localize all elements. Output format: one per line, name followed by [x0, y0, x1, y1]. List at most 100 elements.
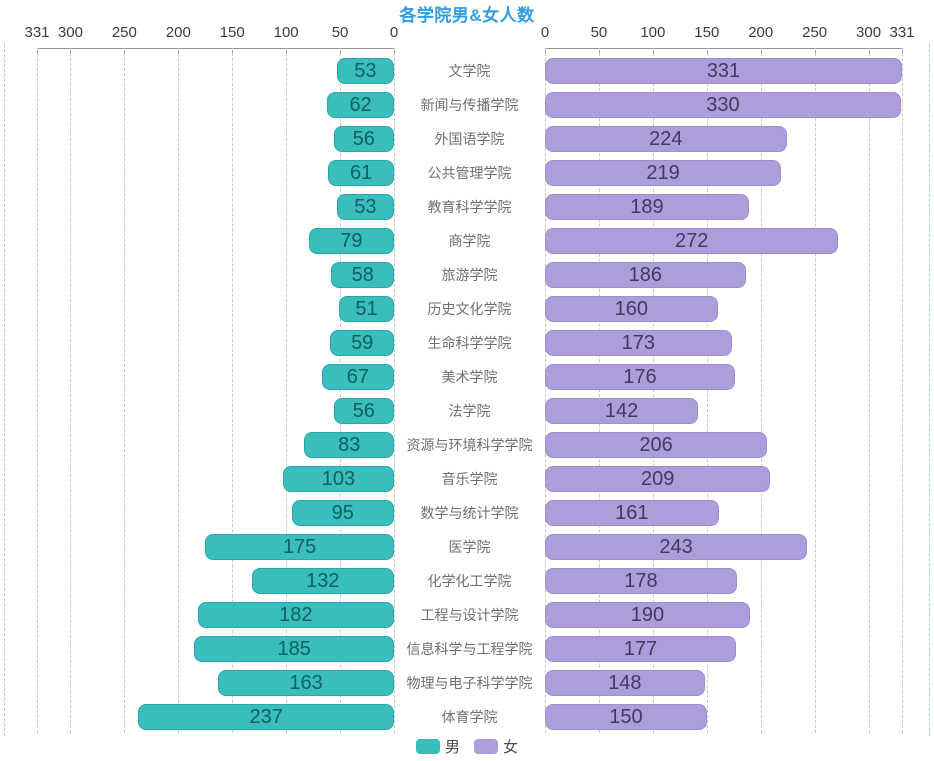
male-bar: 53 [336, 194, 394, 220]
bar-row: 163 [37, 666, 394, 700]
male-bar: 163 [218, 670, 394, 696]
gridline [868, 48, 870, 733]
male-bar-value: 56 [352, 128, 375, 150]
gridline [545, 48, 546, 733]
male-bar-value: 61 [349, 162, 373, 184]
axis-tick-label: 250 [802, 24, 828, 41]
female-bar: 160 [545, 296, 718, 322]
male-bar-value: 83 [338, 434, 361, 456]
male-bar: 79 [308, 228, 394, 254]
male-bar: 103 [282, 466, 394, 492]
male-bar: 185 [194, 636, 394, 662]
male-bar-value: 67 [346, 366, 369, 388]
bar-row: 51 [37, 292, 394, 326]
bar-row: 148 [545, 666, 902, 700]
bar-row: 178 [545, 564, 902, 598]
male-bars-panel: 53 62 56 61 53 79 58 51 59 67 56 83 103 95 175 132 182 18… [37, 54, 394, 734]
female-bar: 173 [545, 330, 732, 356]
legend-label-female: 女 [503, 738, 519, 756]
male-bar: 67 [321, 364, 394, 390]
female-bar-value: 177 [623, 638, 658, 660]
female-bar: 189 [545, 194, 749, 220]
female-bar-value: 173 [621, 332, 655, 354]
female-bar: 150 [545, 704, 707, 730]
category-label: 物理与电子科学学院 [406, 675, 533, 691]
axis-tick-label: 331 [24, 24, 50, 41]
category-label: 音乐学院 [441, 471, 498, 487]
male-bar-value: 132 [306, 570, 340, 592]
bar-row: 56 [37, 394, 394, 428]
male-bar-value: 79 [340, 230, 363, 252]
male-bar: 95 [291, 500, 394, 526]
female-bar-value: 150 [609, 706, 643, 728]
female-bar: 161 [545, 500, 719, 526]
right-edge-line [929, 44, 930, 736]
bar-row: 161 [545, 496, 902, 530]
female-bar-value: 331 [706, 60, 741, 82]
category-label: 教育科学学院 [427, 199, 512, 215]
gridline [760, 48, 762, 733]
bar-row: 185 [37, 632, 394, 666]
gridline [124, 48, 126, 733]
category-label: 信息科学与工程学院 [406, 641, 533, 657]
female-bar-value: 176 [623, 366, 657, 388]
female-bar: 224 [545, 126, 787, 152]
bar-row: 243 [545, 530, 902, 564]
female-bar-value: 190 [630, 604, 665, 626]
bar-row: 132 [37, 564, 394, 598]
category-label: 数学与统计学院 [420, 505, 519, 521]
male-bar: 51 [339, 296, 394, 322]
bar-row: 189 [545, 190, 902, 224]
male-bar: 58 [331, 262, 394, 288]
right-axis-labels: 0 50 100 150 200 250 300 331 [541, 24, 915, 42]
bar-row: 62 [37, 88, 394, 122]
bar-row: 142 [545, 394, 902, 428]
male-bar: 59 [330, 330, 394, 356]
bar-row: 79 [37, 224, 394, 258]
male-bar: 83 [304, 432, 394, 458]
category-label: 美术学院 [441, 369, 498, 385]
category-label: 医学院 [448, 539, 491, 555]
gridline [902, 48, 903, 733]
bar-row: 160 [545, 292, 902, 326]
female-bar: 272 [545, 228, 839, 254]
male-bar: 182 [197, 602, 394, 628]
bar-row: 53 [37, 190, 394, 224]
legend-item-male: 男 [415, 736, 460, 757]
axis-tick-label: 50 [590, 24, 608, 41]
female-bar-value: 219 [646, 162, 680, 184]
bar-row: 83 [37, 428, 394, 462]
bar-row: 59 [37, 326, 394, 360]
male-bar-value: 53 [354, 196, 377, 218]
female-bar-value: 178 [624, 570, 658, 592]
male-bar: 132 [251, 568, 394, 594]
female-bar: 330 [545, 92, 901, 118]
gridline [286, 48, 288, 733]
bar-row: 219 [545, 156, 902, 190]
category-label: 公共管理学院 [427, 165, 512, 181]
male-bar-value: 185 [277, 638, 311, 660]
category-label: 资源与环境科学学院 [406, 437, 533, 453]
male-bar-value: 53 [354, 60, 377, 82]
legend: 男 女 [0, 734, 934, 758]
male-bar: 237 [138, 704, 394, 730]
bar-row: 95 [37, 496, 394, 530]
male-bar-value: 62 [349, 94, 372, 116]
male-bar: 56 [333, 398, 394, 424]
female-bar: 142 [545, 398, 699, 424]
male-bar: 62 [327, 92, 394, 118]
gridline [340, 48, 342, 733]
bar-row: 237 [37, 700, 394, 734]
male-bar-value: 237 [249, 706, 283, 728]
male-bar-value: 182 [279, 604, 313, 626]
female-bar: 178 [545, 568, 737, 594]
male-bar-value: 163 [289, 672, 323, 694]
female-bar: 190 [545, 602, 750, 628]
left-gridlines [37, 48, 395, 733]
gridline [814, 48, 816, 733]
category-label: 生命科学学院 [427, 335, 512, 351]
axis-tick-label: 0 [389, 24, 399, 41]
male-bar: 53 [336, 58, 394, 84]
bar-row: 58 [37, 258, 394, 292]
male-bar-value: 51 [355, 298, 378, 320]
